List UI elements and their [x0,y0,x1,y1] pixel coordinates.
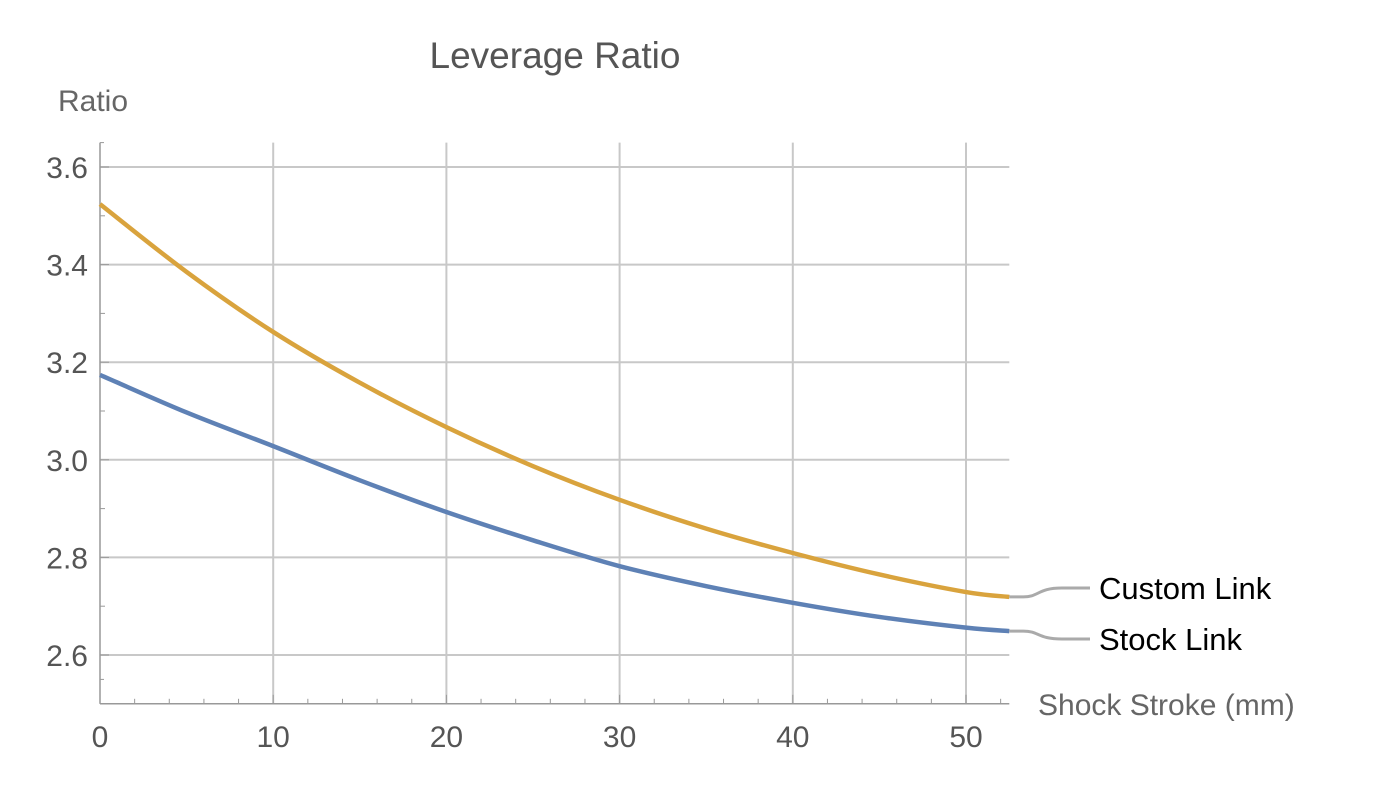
x-tick-label: 50 [949,721,982,754]
y-axis-label: Ratio [58,85,128,118]
series-lines [98,202,1010,634]
legend-connector [1009,586,1090,599]
x-tick-label: 30 [603,721,636,754]
x-tick-label: 20 [430,721,463,754]
y-tick-label: 2.8 [46,542,88,575]
gridlines [100,142,1010,704]
legend: Custom Link Stock Link [1009,571,1272,657]
series-line-custom-link [98,202,1010,600]
axes [99,142,1010,705]
y-tick-label: 3.6 [46,152,88,185]
x-tick-label: 10 [257,721,290,754]
y-tick-label: 3.0 [46,445,88,478]
y-tick-label: 2.6 [46,640,88,673]
x-tick-label: 40 [776,721,809,754]
x-tick-label: 0 [92,721,109,754]
x-axis-label: Shock Stroke (mm) [1038,689,1295,722]
legend-label-stock-link: Stock Link [1099,622,1243,657]
chart-title: Leverage Ratio [430,35,681,76]
y-tick-label: 3.4 [46,250,88,283]
legend-label-custom-link: Custom Link [1099,571,1272,606]
y-tick-label: 3.2 [46,347,88,380]
series-line-stock-link [99,372,1010,634]
tick-labels: 0 10 20 30 40 50 2.6 2.8 3.0 3.2 3.4 3.6 [46,152,982,754]
legend-connector [1009,629,1090,641]
